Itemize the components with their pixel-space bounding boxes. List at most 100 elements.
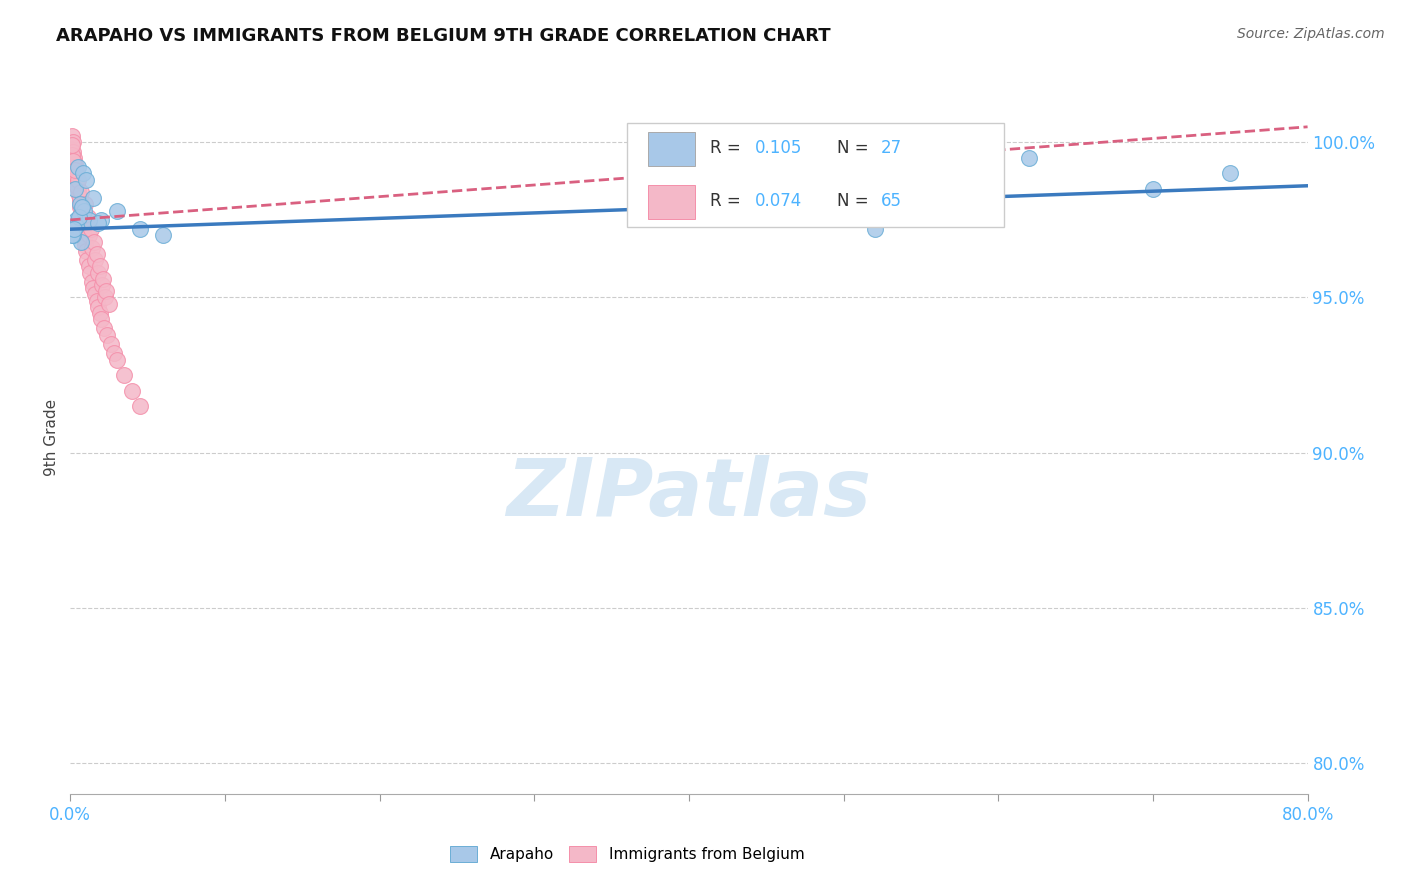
- Legend: Arapaho, Immigrants from Belgium: Arapaho, Immigrants from Belgium: [444, 840, 810, 868]
- Point: [89, 260, 111, 274]
- Point: [70, 235, 93, 249]
- Point: [70, 201, 93, 215]
- Point: [129, 399, 152, 413]
- Text: ZIPatlas: ZIPatlas: [506, 455, 872, 533]
- Point: [80, 275, 103, 289]
- Point: [70, 185, 93, 199]
- Text: N =: N =: [838, 193, 875, 211]
- Text: R =: R =: [710, 193, 747, 211]
- Point: [63, 182, 86, 196]
- Point: [1018, 151, 1040, 165]
- Point: [62, 145, 84, 159]
- Point: [60, 228, 83, 243]
- Point: [65, 160, 87, 174]
- Point: [63, 151, 86, 165]
- Point: [70, 213, 93, 227]
- Point: [66, 176, 89, 190]
- Text: 27: 27: [880, 139, 901, 157]
- Point: [103, 346, 125, 360]
- Point: [69, 201, 91, 215]
- Point: [67, 172, 90, 186]
- Point: [84, 253, 107, 268]
- Point: [79, 266, 101, 280]
- Text: N =: N =: [838, 139, 875, 157]
- Point: [75, 172, 97, 186]
- Point: [72, 203, 94, 218]
- Point: [72, 166, 94, 180]
- Point: [60, 147, 83, 161]
- FancyBboxPatch shape: [648, 185, 695, 219]
- Point: [96, 285, 118, 299]
- Point: [62, 222, 84, 236]
- FancyBboxPatch shape: [648, 132, 695, 166]
- Point: [73, 203, 96, 218]
- Point: [67, 182, 90, 196]
- Point: [84, 287, 107, 301]
- Text: 0.105: 0.105: [755, 139, 801, 157]
- Point: [75, 244, 97, 258]
- Point: [90, 312, 112, 326]
- Point: [72, 219, 94, 233]
- Point: [90, 278, 112, 293]
- Text: ARAPAHO VS IMMIGRANTS FROM BELGIUM 9TH GRADE CORRELATION CHART: ARAPAHO VS IMMIGRANTS FROM BELGIUM 9TH G…: [56, 27, 831, 45]
- Point: [98, 296, 121, 310]
- Point: [87, 266, 110, 280]
- Point: [72, 225, 94, 239]
- Point: [63, 222, 86, 236]
- Point: [80, 222, 103, 236]
- Point: [678, 142, 700, 156]
- Point: [65, 213, 87, 227]
- Point: [105, 352, 128, 367]
- Text: 65: 65: [880, 193, 901, 211]
- Point: [105, 203, 128, 218]
- Point: [73, 197, 96, 211]
- Point: [82, 281, 105, 295]
- Point: [63, 163, 86, 178]
- Point: [152, 228, 174, 243]
- Point: [63, 157, 86, 171]
- Point: [93, 321, 115, 335]
- Point: [87, 300, 110, 314]
- Point: [60, 138, 83, 153]
- Point: [66, 178, 89, 193]
- Point: [65, 219, 87, 233]
- Text: Source: ZipAtlas.com: Source: ZipAtlas.com: [1237, 27, 1385, 41]
- Point: [82, 241, 104, 255]
- Point: [65, 169, 87, 184]
- Text: 0.074: 0.074: [755, 193, 801, 211]
- Point: [86, 293, 108, 308]
- Point: [67, 188, 90, 202]
- Point: [77, 213, 100, 227]
- Point: [90, 213, 112, 227]
- Point: [83, 235, 105, 249]
- Point: [69, 194, 91, 209]
- Point: [62, 136, 84, 150]
- Point: [69, 191, 91, 205]
- Y-axis label: 9th Grade: 9th Grade: [44, 399, 59, 475]
- Point: [65, 163, 87, 178]
- Point: [75, 216, 97, 230]
- Point: [100, 337, 122, 351]
- Point: [76, 210, 98, 224]
- Point: [86, 247, 108, 261]
- Point: [87, 216, 110, 230]
- Point: [70, 207, 93, 221]
- Point: [60, 142, 83, 156]
- Point: [73, 231, 96, 245]
- Point: [62, 228, 84, 243]
- Point: [67, 160, 90, 174]
- Point: [60, 129, 83, 144]
- Point: [77, 260, 100, 274]
- Point: [1219, 166, 1241, 180]
- Point: [89, 306, 111, 320]
- Point: [76, 253, 98, 268]
- Point: [96, 327, 118, 342]
- Point: [73, 237, 96, 252]
- Point: [82, 191, 105, 205]
- Point: [69, 197, 91, 211]
- Point: [62, 166, 84, 180]
- Point: [77, 228, 100, 243]
- Text: R =: R =: [710, 139, 747, 157]
- Point: [863, 222, 886, 236]
- Point: [114, 368, 135, 382]
